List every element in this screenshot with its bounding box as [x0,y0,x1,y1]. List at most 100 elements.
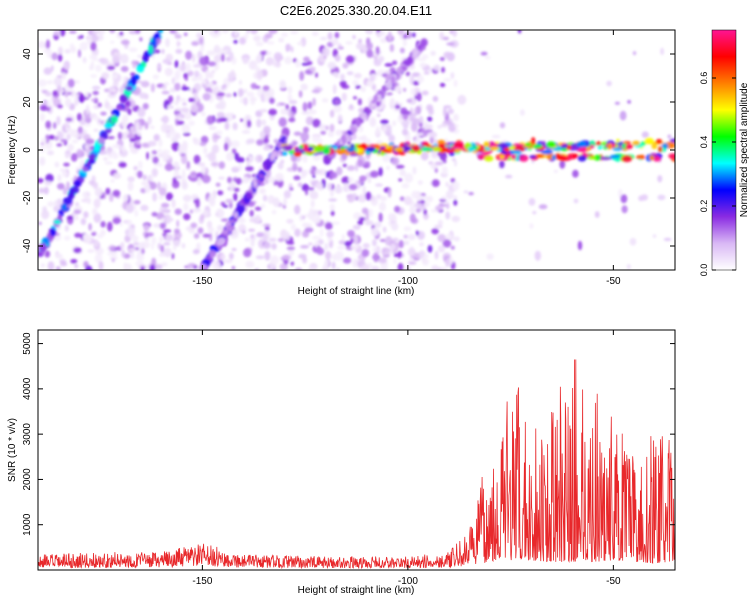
heatmap-blob [87,198,91,205]
figure-title: C2E6.2025.330.20.04.E11 [280,3,432,18]
heatmap-blob [162,149,170,154]
heatmap-blob [415,230,420,236]
heatmap-blob [451,157,456,162]
heatmap-blob [135,253,145,261]
heatmap-blob [256,139,264,146]
heatmap-blob [223,259,233,264]
heatmap-blob [215,130,223,135]
heatmap-blob [420,146,433,152]
heatmap-blob [649,155,655,161]
heatmap-blob [290,223,296,231]
heatmap-blob [193,91,199,96]
heatmap-blob [369,117,377,127]
heatmap-blob [73,209,82,215]
heatmap-blob [384,63,393,67]
heatmap-blob [125,85,133,92]
heatmap-blob [373,252,379,263]
heatmap-blob [193,233,200,239]
heatmap-blob [250,30,258,35]
heatmap-blob [438,143,446,149]
heatmap-blob [340,146,345,150]
heatmap-blob [346,147,355,153]
heatmap-blob [286,218,294,224]
heatmap-blob [231,166,239,172]
heatmap-blob [157,148,162,153]
heatmap-blob [419,195,427,200]
heatmap-blob [47,201,55,207]
heatmap-blob [393,258,397,265]
heatmap-blob [297,166,303,173]
heatmap-blob [278,37,285,43]
heatmap-blob [88,153,96,161]
heatmap-blob [290,30,299,35]
heatmap-blob [300,83,308,91]
heatmap-blob [259,108,268,113]
heatmap-blob [269,97,275,104]
heatmap-blob [392,120,397,127]
heatmap-blob [348,177,354,183]
heatmap-blob [124,229,129,236]
heatmap-blob [398,240,404,249]
heatmap-blob [244,89,248,94]
heatmap-blob [206,83,212,88]
heatmap-blob [412,145,421,152]
heatmap-blob [63,60,69,70]
heatmap-blob [442,107,447,117]
heatmap-blob [491,134,501,139]
heatmap-blob [632,140,640,146]
heatmap-blob [511,150,522,155]
heatmap-blob [134,74,140,80]
heatmap-blob [111,258,115,263]
heatmap-blob [225,198,234,204]
heatmap-blob [276,103,281,107]
heatmap-blob [402,110,411,115]
heatmap-blob [316,247,325,255]
heatmap-blob [39,242,47,253]
heatmap-blob [255,255,265,260]
heatmap-blob [159,187,167,196]
heatmap-blob [199,141,207,147]
heatmap-blob [174,60,179,69]
heatmap-blob [53,77,63,87]
heatmap-blob [308,187,315,191]
heatmap-blob [136,144,141,149]
heatmap-blob [98,150,107,155]
heatmap-blob [74,263,79,269]
heatmap-blob [329,109,335,118]
heatmap-blob [176,40,180,48]
heatmap-blob [39,112,46,122]
heatmap-blob [215,85,220,94]
heatmap-blob [606,80,612,87]
heatmap-blob [271,210,277,215]
heatmap-blob [358,38,363,44]
heatmap-blob [209,197,216,207]
heatmap-blob [399,196,405,201]
heatmap-blob [441,166,448,176]
heatmap-blob [334,251,344,261]
heatmap-blob [140,80,150,88]
heatmap-blob [120,53,129,64]
heatmap-blob [329,171,338,179]
heatmap-blob [104,161,113,165]
heatmap-blob [149,264,156,270]
heatmap-blob [365,191,372,201]
heatmap-blob [231,266,236,270]
heatmap-blob [305,189,309,196]
heatmap-blob [282,254,291,261]
heatmap-blob [278,117,287,128]
heatmap-blob [308,109,317,115]
heatmap-blob [408,97,417,105]
heatmap-blob [110,179,115,183]
heatmap-blob [357,180,364,184]
heatmap-blob [246,119,252,128]
heatmap-blob [325,251,332,260]
heatmap-blob [484,155,494,162]
heatmap-blob [369,102,376,108]
heatmap-blob [90,61,95,68]
heatmap-blob [233,187,240,192]
heatmap-blob [91,98,97,102]
heatmap-blob [184,77,188,81]
heatmap-blob [159,252,166,257]
heatmap-blob [301,111,311,115]
heatmap-blob [193,64,201,68]
